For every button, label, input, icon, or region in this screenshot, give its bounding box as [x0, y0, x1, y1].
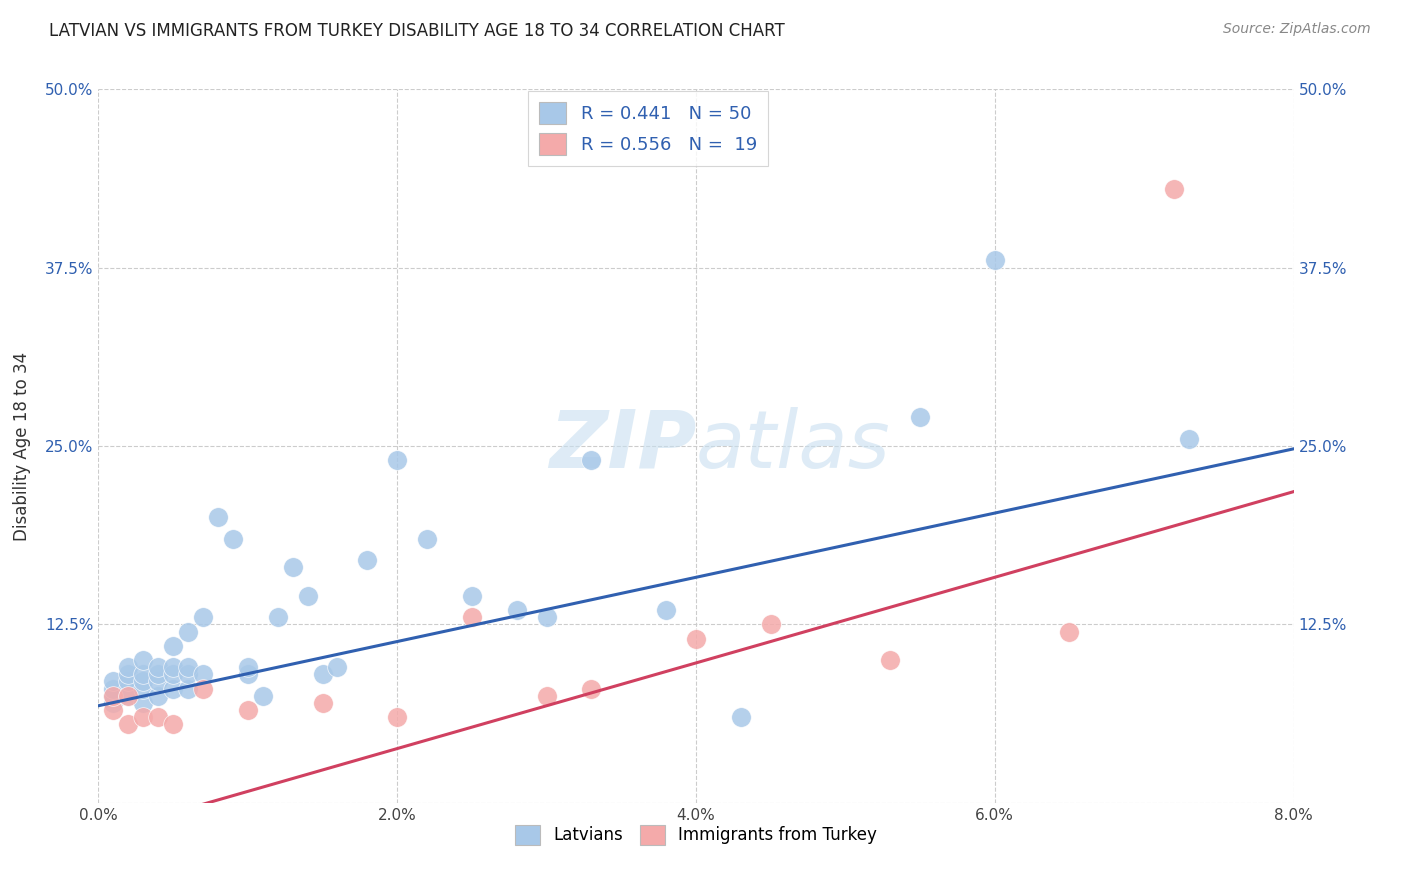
Text: ZIP: ZIP: [548, 407, 696, 485]
Text: Source: ZipAtlas.com: Source: ZipAtlas.com: [1223, 22, 1371, 37]
Point: [117, 660, 139, 674]
Point: [461, 610, 484, 624]
Point: [132, 674, 155, 689]
Point: [297, 589, 319, 603]
Point: [356, 553, 378, 567]
Point: [281, 560, 304, 574]
Point: [1059, 624, 1081, 639]
Point: [177, 660, 200, 674]
Point: [385, 710, 409, 724]
Y-axis label: Disability Age 18 to 34: Disability Age 18 to 34: [13, 351, 31, 541]
Point: [103, 681, 125, 696]
Point: [191, 610, 214, 624]
Point: [385, 453, 409, 467]
Point: [536, 689, 558, 703]
Point: [222, 532, 245, 546]
Point: [162, 660, 184, 674]
Point: [1178, 432, 1201, 446]
Point: [655, 603, 678, 617]
Point: [117, 674, 139, 689]
Point: [132, 653, 155, 667]
Point: [908, 410, 931, 425]
Point: [759, 617, 782, 632]
Point: [236, 667, 259, 681]
Point: [132, 667, 155, 681]
Point: [103, 674, 125, 689]
Point: [730, 710, 752, 724]
Point: [581, 681, 603, 696]
Point: [103, 696, 125, 710]
Point: [311, 696, 333, 710]
Point: [984, 253, 1007, 268]
Point: [207, 510, 229, 524]
Point: [162, 717, 184, 731]
Point: [132, 696, 155, 710]
Point: [506, 603, 529, 617]
Point: [103, 689, 125, 703]
Point: [177, 681, 200, 696]
Point: [1163, 182, 1185, 196]
Point: [148, 667, 170, 681]
Point: [103, 689, 125, 703]
Point: [162, 667, 184, 681]
Point: [132, 710, 155, 724]
Text: atlas: atlas: [696, 407, 891, 485]
Point: [177, 667, 200, 681]
Point: [117, 689, 139, 703]
Point: [132, 681, 155, 696]
Point: [536, 610, 558, 624]
Point: [581, 453, 603, 467]
Point: [191, 681, 214, 696]
Point: [326, 660, 349, 674]
Point: [267, 610, 290, 624]
Point: [236, 703, 259, 717]
Point: [162, 639, 184, 653]
Point: [311, 667, 333, 681]
Point: [103, 703, 125, 717]
Point: [879, 653, 901, 667]
Legend: Latvians, Immigrants from Turkey: Latvians, Immigrants from Turkey: [509, 818, 883, 852]
Point: [117, 681, 139, 696]
Point: [685, 632, 707, 646]
Point: [252, 689, 274, 703]
Point: [117, 717, 139, 731]
Point: [416, 532, 439, 546]
Point: [117, 667, 139, 681]
Point: [117, 689, 139, 703]
Point: [148, 674, 170, 689]
Point: [236, 660, 259, 674]
Point: [177, 624, 200, 639]
Point: [148, 689, 170, 703]
Point: [162, 681, 184, 696]
Point: [191, 667, 214, 681]
Point: [148, 660, 170, 674]
Text: LATVIAN VS IMMIGRANTS FROM TURKEY DISABILITY AGE 18 TO 34 CORRELATION CHART: LATVIAN VS IMMIGRANTS FROM TURKEY DISABI…: [49, 22, 785, 40]
Point: [148, 710, 170, 724]
Point: [461, 589, 484, 603]
